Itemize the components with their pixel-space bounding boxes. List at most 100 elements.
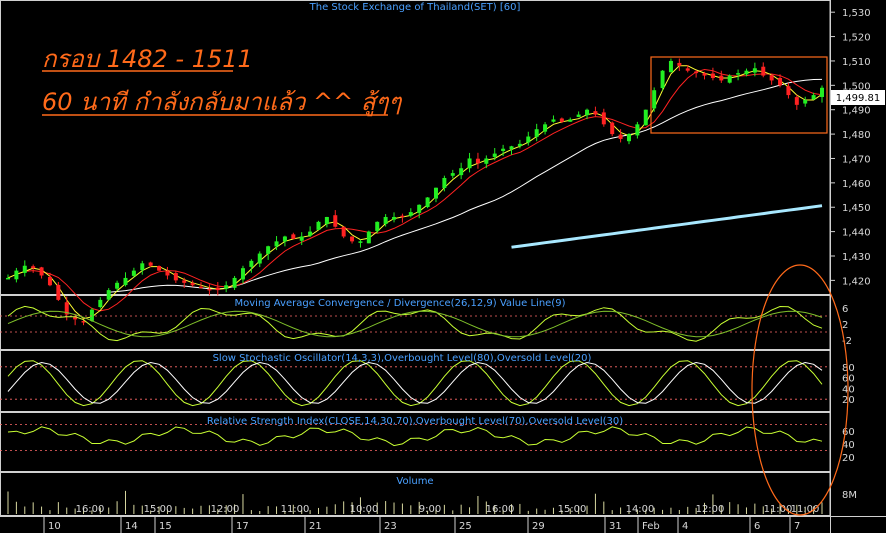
price-tick-label: 1,430 bbox=[842, 252, 871, 263]
candle-body bbox=[543, 124, 548, 132]
candle-body bbox=[660, 70, 665, 89]
price-tick-label: 1,470 bbox=[842, 154, 871, 165]
candle-body bbox=[324, 216, 329, 225]
candle-body bbox=[492, 153, 497, 157]
time-label: 15:00 bbox=[144, 504, 173, 515]
price-tick-label: 1,440 bbox=[842, 228, 871, 239]
macd-tick-label: -2 bbox=[842, 336, 852, 347]
date-label: 7 bbox=[794, 521, 800, 532]
price-tick-label: 1,480 bbox=[842, 130, 871, 141]
time-label: 14:00 bbox=[626, 504, 655, 515]
time-label: 11:00 bbox=[791, 504, 820, 515]
candle-body bbox=[131, 270, 136, 276]
candle-body bbox=[576, 114, 581, 117]
ma-long-line bbox=[511, 204, 823, 249]
candle-body bbox=[383, 216, 388, 224]
candle-body bbox=[299, 236, 304, 241]
candle-body bbox=[182, 280, 187, 283]
candle-body bbox=[282, 236, 287, 242]
date-label: 6 bbox=[754, 521, 760, 532]
candle-body bbox=[358, 241, 363, 243]
rsi-panel-title: Relative Strength Index(CLOSE,14,30,70),… bbox=[207, 416, 623, 427]
last-price-tag bbox=[831, 90, 885, 105]
candle-body bbox=[585, 109, 590, 116]
candle-body bbox=[643, 109, 648, 126]
candle-body bbox=[736, 73, 741, 75]
macd-tick-label: 6 bbox=[842, 304, 848, 315]
annotation-comment: 60 นาที กำลังกลับมาแล้ว ^^ สู้ๆๆ bbox=[42, 88, 402, 117]
candle-body bbox=[81, 321, 86, 323]
candle-body bbox=[232, 277, 237, 288]
candle-body bbox=[274, 241, 279, 247]
macd-signal-line bbox=[7, 310, 823, 338]
candle-body bbox=[240, 268, 245, 280]
stoch-d-line bbox=[7, 361, 823, 404]
candle-body bbox=[14, 270, 19, 280]
candle-body bbox=[551, 119, 556, 122]
candle-body bbox=[769, 75, 774, 81]
rsi-line bbox=[7, 426, 823, 447]
candle-body bbox=[366, 231, 371, 244]
candle-body bbox=[341, 226, 346, 237]
annotation-range: กรอบ 1482 - 1511 bbox=[42, 45, 253, 73]
candle-body bbox=[98, 299, 103, 308]
macd-panel-title: Moving Average Convergence / Divergence(… bbox=[235, 298, 566, 309]
time-label: 12:00 bbox=[696, 504, 725, 515]
stoch-k-line bbox=[7, 360, 823, 407]
price-tick-label: 1,420 bbox=[842, 276, 871, 287]
candle-body bbox=[165, 271, 170, 276]
candle-body bbox=[6, 277, 10, 280]
candle-body bbox=[501, 148, 506, 151]
candle-body bbox=[115, 282, 120, 289]
candle-body bbox=[123, 277, 128, 286]
time-label: 15:00 bbox=[558, 504, 587, 515]
candle-body bbox=[333, 215, 338, 227]
time-label: 12:00 bbox=[211, 504, 240, 515]
candle-body bbox=[31, 266, 36, 269]
last-price-label: 1,499.81 bbox=[836, 93, 881, 104]
candle-body bbox=[89, 309, 94, 321]
candle-body bbox=[601, 112, 606, 125]
candle-body bbox=[39, 267, 44, 276]
price-tick-label: 1,530 bbox=[842, 8, 871, 19]
time-label: 11:00 bbox=[764, 504, 793, 515]
candle-body bbox=[593, 111, 598, 115]
candle-body bbox=[392, 216, 397, 220]
candle-body bbox=[224, 285, 229, 289]
candle-body bbox=[173, 273, 178, 281]
rsi-tick-label: 20 bbox=[842, 453, 855, 464]
candle-body bbox=[408, 212, 413, 216]
candle-body bbox=[685, 68, 690, 71]
time-label: 16:00 bbox=[486, 504, 515, 515]
candle-body bbox=[803, 99, 808, 104]
date-label: 31 bbox=[609, 521, 622, 532]
rsi-tick-label: 40 bbox=[842, 440, 855, 451]
candle-body bbox=[744, 70, 749, 75]
candle-body bbox=[786, 86, 791, 96]
price-tick-label: 1,490 bbox=[842, 106, 871, 117]
candle-body bbox=[459, 168, 464, 176]
candle-body bbox=[433, 187, 438, 199]
date-label: 4 bbox=[682, 521, 688, 532]
volume-panel-title: Volume bbox=[396, 476, 433, 487]
candle-body bbox=[610, 122, 615, 135]
price-tick-label: 1,500 bbox=[842, 81, 871, 92]
candle-body bbox=[727, 75, 732, 83]
candle-body bbox=[710, 73, 715, 79]
candle-body bbox=[484, 158, 489, 164]
macd-tick-label: 2 bbox=[842, 320, 848, 331]
macd-line bbox=[7, 305, 823, 342]
candle-body bbox=[199, 286, 204, 289]
time-label: 9:00 bbox=[419, 504, 441, 515]
candle-body bbox=[778, 77, 783, 86]
price-tick-label: 1,450 bbox=[842, 203, 871, 214]
candle-body bbox=[73, 316, 78, 320]
candle-body bbox=[526, 136, 531, 143]
candle-body bbox=[450, 173, 455, 176]
date-label: 17 bbox=[236, 521, 249, 532]
date-label: 29 bbox=[532, 521, 545, 532]
candle-body bbox=[442, 177, 447, 189]
date-label: 10 bbox=[48, 521, 61, 532]
